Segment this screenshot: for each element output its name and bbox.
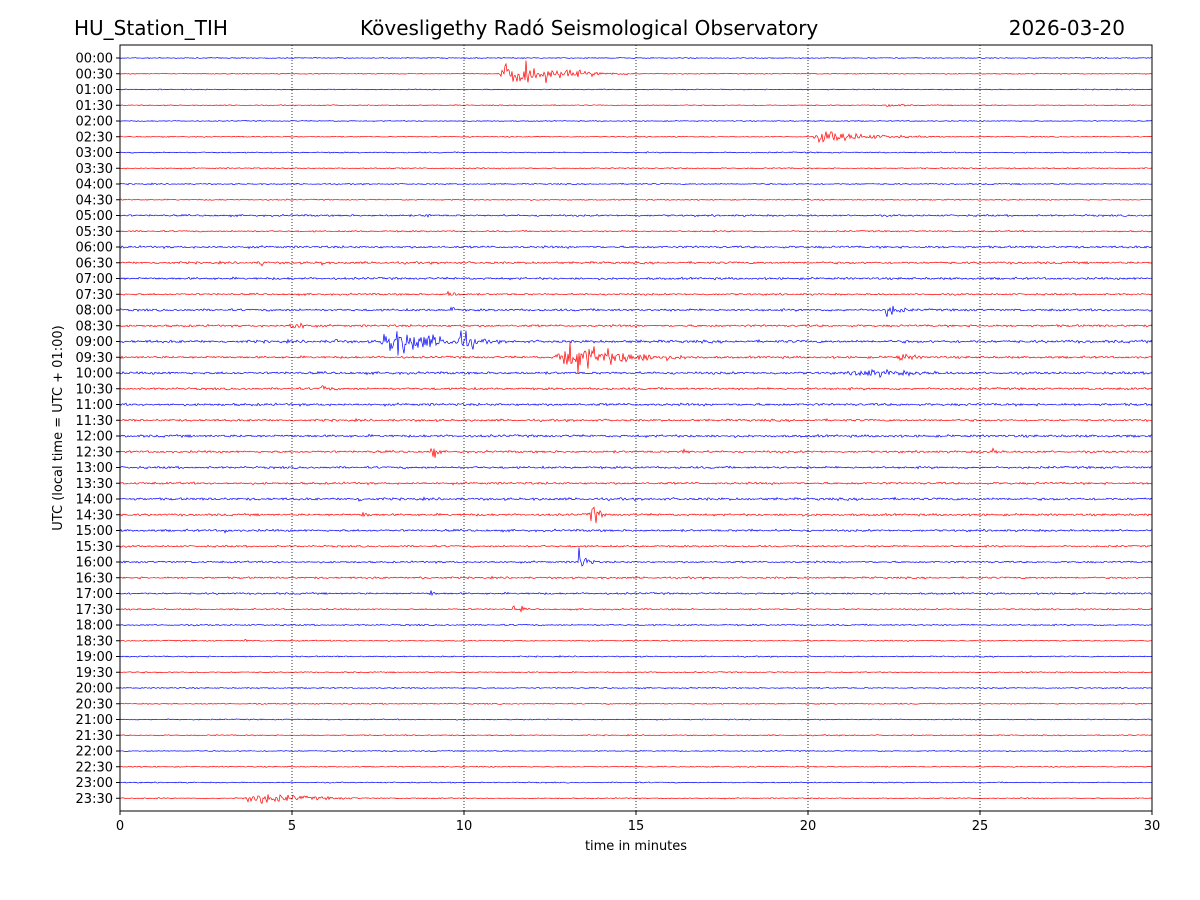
- y-tick-label: 21:30: [76, 729, 113, 744]
- y-tick-label: 12:30: [76, 445, 113, 460]
- x-axis-label: time in minutes: [585, 839, 687, 854]
- trace-0100: [119, 88, 1153, 91]
- y-tick-label: 11:30: [76, 414, 113, 429]
- y-tick-label: 23:00: [76, 776, 113, 791]
- y-tick-label: 06:00: [76, 241, 113, 256]
- x-tick-label: 15: [628, 819, 645, 834]
- x-tick-label: 30: [1144, 819, 1161, 834]
- y-tick-label: 13:00: [76, 461, 113, 476]
- y-tick-label: 18:00: [76, 619, 113, 634]
- y-tick-label: 10:00: [76, 367, 113, 382]
- y-tick-label: 20:30: [76, 697, 113, 712]
- y-tick-label: 21:00: [76, 713, 113, 728]
- y-tick-labels: 00:0000:3001:0001:3002:0002:3003:0003:30…: [76, 52, 120, 807]
- y-tick-label: 00:30: [76, 67, 113, 82]
- trace-1630: [119, 575, 1153, 580]
- y-tick-label: 22:30: [76, 760, 113, 775]
- y-tick-label: 12:00: [76, 430, 113, 445]
- y-tick-label: 13:30: [76, 477, 113, 492]
- trace-1900: [119, 655, 1153, 658]
- chart-title: Kövesligethy Radó Seismological Observat…: [360, 16, 819, 40]
- trace-2230: [119, 765, 1153, 768]
- trace-1030: [119, 385, 1153, 391]
- y-tick-label: 07:30: [76, 288, 113, 303]
- y-tick-label: 08:00: [76, 304, 113, 319]
- trace-0900: [119, 330, 1153, 356]
- y-tick-label: 17:00: [76, 587, 113, 602]
- y-tick-label: 15:30: [76, 540, 113, 555]
- trace-0300: [119, 151, 1153, 154]
- trace-2300: [119, 781, 1153, 784]
- y-tick-label: 09:30: [76, 351, 113, 366]
- trace-0500: [119, 213, 1153, 218]
- trace-1230: [119, 447, 1153, 458]
- y-tick-label: 02:30: [76, 130, 113, 145]
- y-tick-label: 23:30: [76, 792, 113, 807]
- y-axis-label: UTC (local time = UTC + 01:00): [51, 325, 66, 530]
- y-tick-label: 22:00: [76, 745, 113, 760]
- x-tick-label: 0: [116, 819, 124, 834]
- gridlines-group: [291, 45, 981, 811]
- y-tick-label: 02:00: [76, 115, 113, 130]
- trace-2100: [119, 718, 1153, 721]
- y-tick-label: 11:00: [76, 398, 113, 413]
- trace-1000: [119, 368, 1153, 378]
- x-tick-label: 20: [800, 819, 817, 834]
- y-tick-label: 05:00: [76, 209, 113, 224]
- y-tick-label: 03:00: [76, 146, 113, 161]
- y-tick-label: 14:30: [76, 508, 113, 523]
- trace-1430: [119, 506, 1153, 524]
- y-tick-label: 16:00: [76, 556, 113, 571]
- x-tick-label: 25: [972, 819, 989, 834]
- y-tick-label: 14:00: [76, 493, 113, 508]
- traces-group: [119, 56, 1153, 805]
- trace-1400: [119, 496, 1153, 502]
- chart-date: 2026-03-20: [1008, 16, 1125, 40]
- trace-2030: [119, 702, 1153, 705]
- y-tick-label: 16:30: [76, 571, 113, 586]
- x-tick-label: 10: [456, 819, 473, 834]
- y-tick-label: 04:30: [76, 193, 113, 208]
- y-tick-label: 04:00: [76, 178, 113, 193]
- y-tick-label: 08:30: [76, 319, 113, 334]
- y-tick-label: 07:00: [76, 272, 113, 287]
- y-tick-label: 09:00: [76, 335, 113, 350]
- trace-0430: [119, 198, 1153, 201]
- y-tick-label: 15:00: [76, 524, 113, 539]
- station-name: HU_Station_TIH: [74, 16, 228, 40]
- y-tick-label: 01:30: [76, 99, 113, 114]
- trace-1700: [119, 590, 1153, 596]
- y-tick-label: 19:00: [76, 650, 113, 665]
- trace-0230: [119, 131, 1153, 144]
- y-tick-label: 00:00: [76, 52, 113, 67]
- x-tick-label: 5: [288, 819, 296, 834]
- trace-1830: [119, 639, 1153, 643]
- trace-1500: [119, 528, 1153, 534]
- y-tick-label: 20:00: [76, 682, 113, 697]
- y-tick-label: 17:30: [76, 603, 113, 618]
- trace-1600: [119, 547, 1153, 567]
- y-tick-label: 06:30: [76, 256, 113, 271]
- y-tick-label: 10:30: [76, 382, 113, 397]
- y-tick-label: 01:00: [76, 83, 113, 98]
- trace-0030: [119, 60, 1153, 84]
- trace-1100: [119, 402, 1153, 407]
- y-tick-label: 03:30: [76, 162, 113, 177]
- x-tick-labels: 0 5 10 15 20 25 30: [116, 811, 1160, 834]
- y-tick-label: 19:30: [76, 666, 113, 681]
- y-tick-label: 05:30: [76, 225, 113, 240]
- y-tick-label: 18:30: [76, 634, 113, 649]
